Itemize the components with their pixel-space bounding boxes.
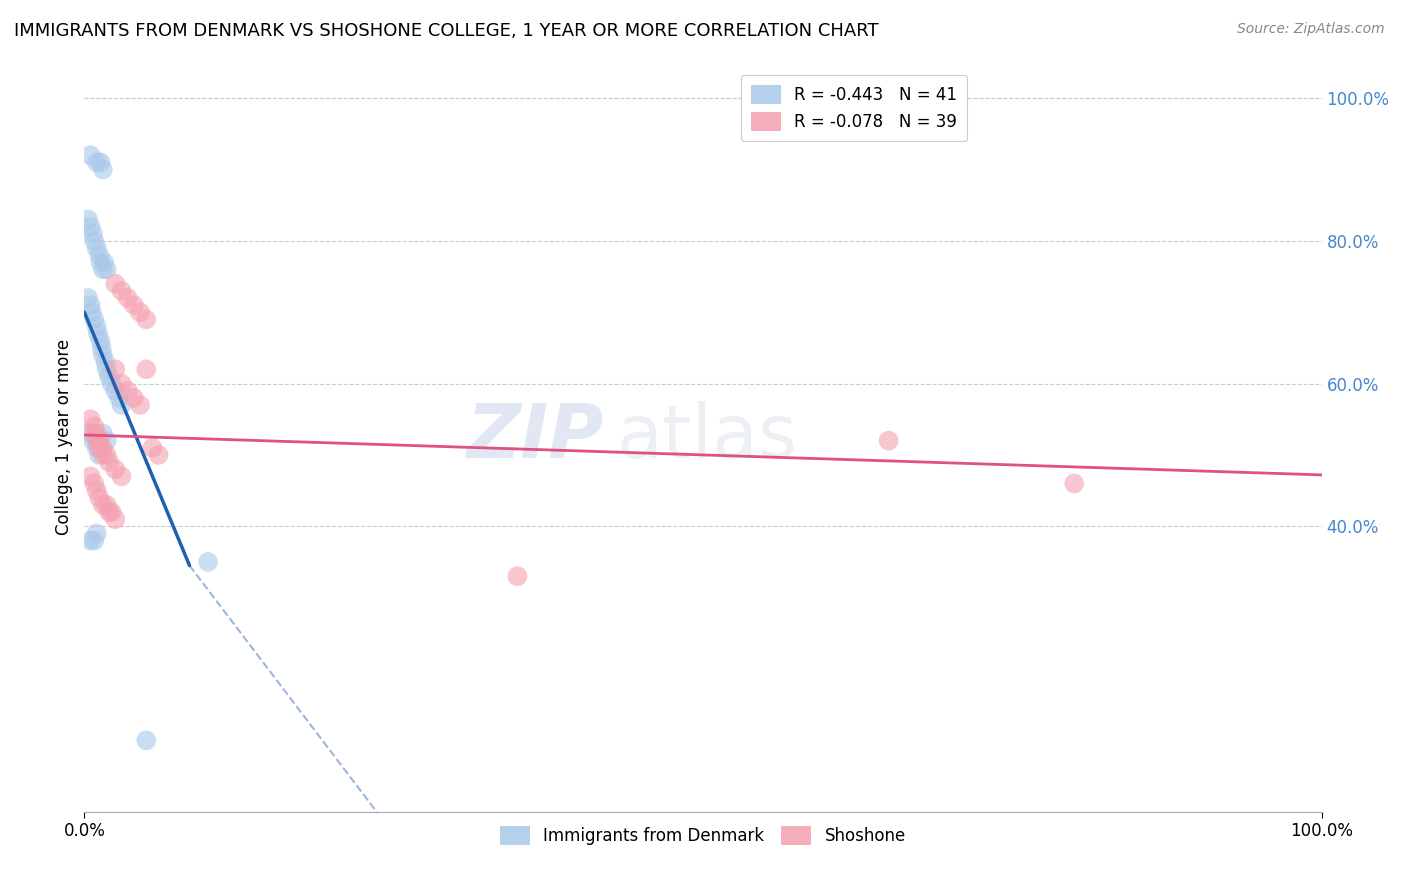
Point — [117, 384, 139, 398]
Point — [86, 319, 108, 334]
Point — [91, 348, 114, 362]
Point — [89, 155, 111, 169]
Y-axis label: College, 1 year or more: College, 1 year or more — [55, 339, 73, 535]
Point — [91, 441, 114, 455]
Point — [91, 498, 114, 512]
Point — [91, 448, 114, 462]
Point — [122, 391, 145, 405]
Point — [87, 326, 110, 341]
Point — [86, 483, 108, 498]
Point — [83, 476, 105, 491]
Point — [90, 341, 112, 355]
Point — [96, 362, 118, 376]
Point — [93, 255, 115, 269]
Point — [86, 426, 108, 441]
Point — [104, 384, 127, 398]
Point — [100, 376, 122, 391]
Point — [86, 155, 108, 169]
Point — [110, 284, 132, 298]
Point — [110, 469, 132, 483]
Point — [89, 434, 111, 448]
Point — [89, 448, 111, 462]
Point — [135, 362, 157, 376]
Point — [1063, 476, 1085, 491]
Point — [89, 491, 111, 505]
Point — [104, 512, 127, 526]
Point — [104, 462, 127, 476]
Point — [89, 248, 111, 262]
Point — [94, 355, 117, 369]
Point — [110, 398, 132, 412]
Point — [86, 434, 108, 448]
Point — [82, 434, 104, 448]
Text: atlas: atlas — [616, 401, 797, 474]
Point — [135, 733, 157, 747]
Point — [79, 148, 101, 162]
Point — [86, 526, 108, 541]
Point — [91, 426, 114, 441]
Point — [79, 219, 101, 234]
Point — [96, 448, 118, 462]
Legend: Immigrants from Denmark, Shoshone: Immigrants from Denmark, Shoshone — [494, 820, 912, 852]
Point — [80, 305, 103, 319]
Point — [77, 212, 100, 227]
Point — [89, 441, 111, 455]
Point — [79, 412, 101, 426]
Point — [129, 398, 152, 412]
Point — [117, 291, 139, 305]
Point — [148, 448, 170, 462]
Point — [79, 426, 101, 441]
Point — [96, 498, 118, 512]
Point — [79, 533, 101, 548]
Point — [197, 555, 219, 569]
Point — [129, 305, 152, 319]
Point — [79, 469, 101, 483]
Point — [82, 227, 104, 241]
Point — [877, 434, 900, 448]
Point — [83, 419, 105, 434]
Point — [83, 533, 105, 548]
Point — [110, 376, 132, 391]
Point — [83, 312, 105, 326]
Point — [91, 162, 114, 177]
Point — [89, 255, 111, 269]
Text: IMMIGRANTS FROM DENMARK VS SHOSHONE COLLEGE, 1 YEAR OR MORE CORRELATION CHART: IMMIGRANTS FROM DENMARK VS SHOSHONE COLL… — [14, 22, 879, 40]
Point — [83, 426, 105, 441]
Point — [86, 241, 108, 255]
Point — [135, 312, 157, 326]
Text: Source: ZipAtlas.com: Source: ZipAtlas.com — [1237, 22, 1385, 37]
Point — [91, 262, 114, 277]
Point — [98, 455, 121, 469]
Point — [506, 569, 529, 583]
Text: ZIP: ZIP — [467, 401, 605, 474]
Point — [104, 277, 127, 291]
Point — [77, 291, 100, 305]
Point — [98, 505, 121, 519]
Point — [122, 298, 145, 312]
Point — [79, 298, 101, 312]
Point — [89, 334, 111, 348]
Point — [108, 391, 131, 405]
Point — [98, 369, 121, 384]
Point — [83, 234, 105, 248]
Point — [96, 262, 118, 277]
Point — [100, 505, 122, 519]
Point — [96, 434, 118, 448]
Point — [104, 362, 127, 376]
Point — [141, 441, 163, 455]
Point — [86, 441, 108, 455]
